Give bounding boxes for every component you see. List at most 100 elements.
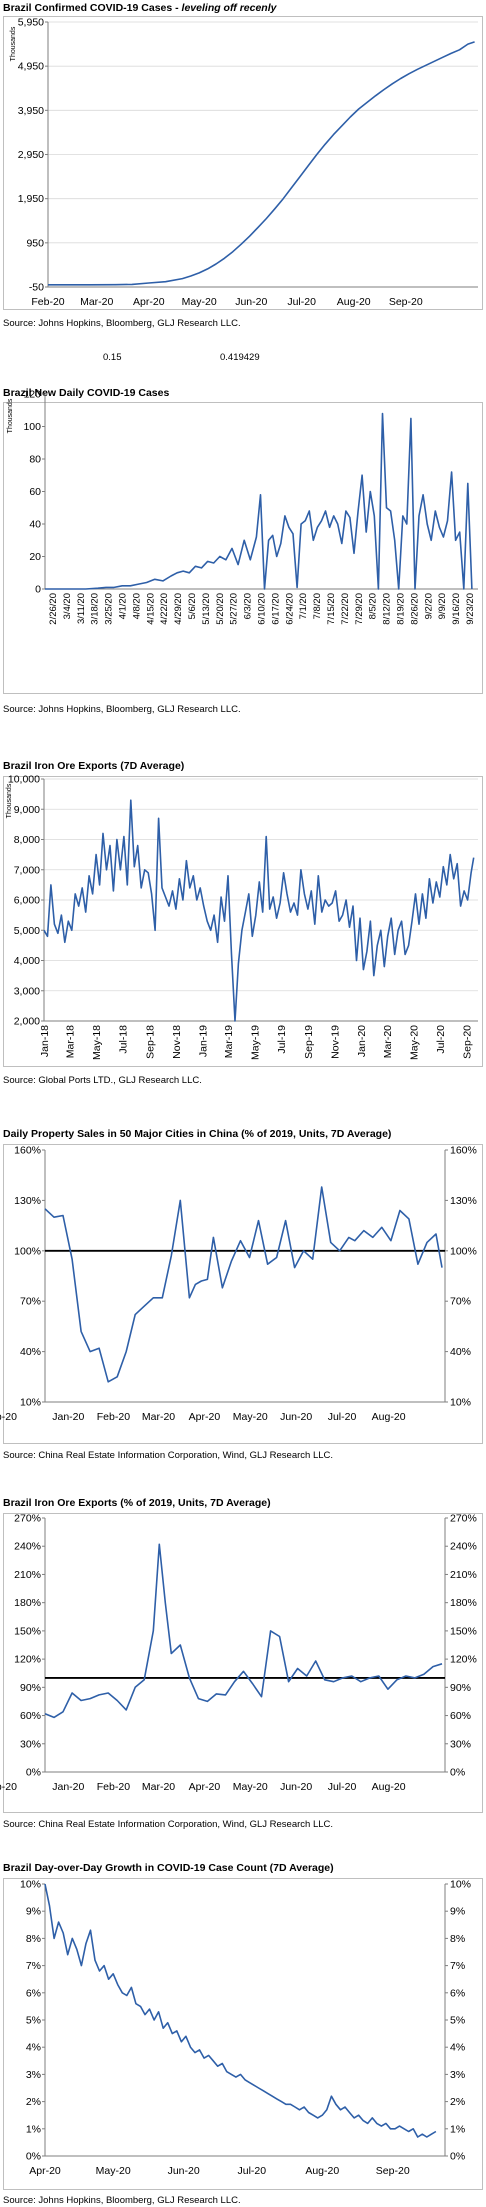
c5-ytick-label-right-9: 270% [450,1513,477,1525]
c2-xtick-label-21: 7/22/20 [340,593,351,625]
c2-xtick-label-27: 9/2/20 [423,593,434,619]
c3-xtick-label-14: May-20 [408,1025,420,1060]
c4-ytick-label-right-1: 40% [450,1346,471,1358]
c2-xtick-label-16: 6/17/20 [270,593,281,625]
c5-xtick-label-1: Feb-20 [97,1781,130,1793]
c6-ytick-label-right-6: 6% [450,1987,465,1999]
c6-ytick-label-7: 7% [26,1960,41,1972]
c2-xtick-label-25: 8/19/20 [396,593,407,625]
c3-ytick-label-3: 5,000 [14,925,40,937]
c2-xtick-label-8: 4/22/20 [159,593,170,625]
chart-5-iron-ore-pct: Brazil Iron Ore Exports (% of 2019, Unit… [0,1497,486,1837]
c3-xtick-label-5: Nov-18 [171,1025,183,1059]
c6-ytick-label-10: 10% [20,1879,41,1891]
c2-xtick-label-3: 3/18/20 [90,593,101,625]
c2-xtick-label-20: 7/15/20 [326,593,337,625]
c3-ytick-label-5: 7,000 [14,864,40,876]
c6-ytick-label-right-2: 2% [450,2096,465,2108]
c4-ytick-label-right-0: 10% [450,1397,471,1409]
chart-6-frame [3,1878,483,2190]
c4-ytick-label-2: 70% [20,1296,41,1308]
c2-xtick-label-6: 4/8/20 [131,593,142,619]
c4-ytick-label-right-3: 100% [450,1245,477,1257]
c3-ytick-label-0: 2,000 [14,1016,40,1028]
c5-series-line-0 [44,1543,443,1719]
c3-ytick-label-7: 9,000 [14,804,40,816]
c3-xtick-label-2: May-18 [91,1025,103,1060]
c4-ytick-label-4: 130% [14,1195,41,1207]
c2-xtick-label-1: 3/4/20 [62,593,73,619]
c4-ytick-label-right-4: 130% [450,1195,477,1207]
c2-xtick-label-15: 6/10/20 [257,593,268,625]
c2-y-axis-label: Thousands [7,398,14,433]
c1-xtick-label-0: Feb-20 [31,296,64,308]
c3-xtick-label-13: Mar-20 [382,1025,394,1058]
c5-ytick-label-right-8: 240% [450,1541,477,1553]
c6-ytick-label-right-8: 8% [450,1933,465,1945]
c5-ytick-label-2: 60% [20,1710,41,1722]
c5-ytick-label-right-6: 180% [450,1597,477,1609]
chart-1-frame [3,16,483,310]
c6-ytick-label-6: 6% [26,1987,41,1999]
chart-5-frame [3,1513,483,1813]
c3-xtick-label-0: Jan-18 [39,1025,51,1057]
chart-3-title: Brazil Iron Ore Exports (7D Average) [3,760,185,772]
c1-xtick-label-5: Jul-20 [287,296,316,308]
c6-ytick-label-right-0: 0% [450,2151,465,2163]
c2-ytick-label-2: 40 [29,519,41,531]
c3-xtick-label-4: Sep-18 [144,1025,156,1059]
c6-ytick-label-8: 8% [26,1933,41,1945]
c4-xtick-label-4: May-20 [233,1411,268,1423]
c4-ytick-label-right-2: 70% [450,1296,471,1308]
c2-xtick-label-11: 5/13/20 [201,593,212,625]
c1-ytick-label-1: 950 [26,237,44,249]
c6-series-line-0 [44,1883,437,2138]
c6-xtick-label-4: Aug-20 [305,2165,339,2177]
c6-ytick-label-right-1: 1% [450,2123,465,2135]
c5-xtick-label-8: Sep-20 [0,1781,17,1793]
chart-1-title-emphasis: leveling off recenly [181,2,277,14]
c1-xtick-label-2: Apr-20 [133,296,165,308]
chart-3-source: Source: Global Ports LTD., GLJ Research … [3,1075,202,1086]
c5-ytick-label-1: 30% [20,1738,41,1750]
c3-ytick-label-1: 3,000 [14,985,40,997]
c1-ytick-label-4: 3,950 [18,105,44,117]
c5-xtick-label-3: Apr-20 [189,1781,221,1793]
c3-ytick-label-6: 8,000 [14,834,40,846]
c4-ytick-label-5: 160% [14,1145,41,1157]
chart-5-plot: 0% 0% 30% 30% 60% 60% 90% 90% 120% 120% 150% 150% 18… [0,1513,477,1794]
chart-1-confirmed-cases: Brazil Confirmed COVID-19 Cases - leveli… [0,0,486,345]
c4-xtick-label-0: Jan-20 [52,1411,84,1423]
chart-6-title: Brazil Day-over-Day Growth in COVID-19 C… [3,1862,334,1874]
c1-y-axis-label: Thousands [10,26,17,61]
c6-ytick-label-right-3: 3% [450,2069,465,2081]
c6-ytick-label-right-4: 4% [450,2042,465,2054]
chart-6-plot: 0% 0% 1% 1% 2% 2% 3% 3% 4% 4% 5% 5% 6% 6% 7% 7% 8% 8% 9% 9%… [20,1879,471,2178]
chart-1-plot: -50 950 1,950 2,950 3,950 4,950 5,950Thousands… [10,17,478,308]
chart-2-new-daily-cases: Brazil New Daily COVID-19 Cases 0 20 40 60 8… [0,385,486,720]
chart-2-frame [3,402,483,694]
chart-3-plot: 2,000 3,000 4,000 5,000 6,000 7,000 8,000 9,000… [6,774,478,1060]
c5-ytick-label-right-2: 60% [450,1710,471,1722]
c6-ytick-label-right-10: 10% [450,1879,471,1891]
c6-ytick-label-5: 5% [26,2015,41,2027]
c1-ytick-label-3: 2,950 [18,149,44,161]
c5-ytick-label-right-0: 0% [450,1767,465,1779]
c5-ytick-label-right-4: 120% [450,1654,477,1666]
c2-xtick-label-19: 7/8/20 [312,593,323,619]
c3-xtick-label-11: Nov-19 [329,1025,341,1059]
c1-xtick-label-6: Aug-20 [337,296,371,308]
chart-4-source: Source: China Real Estate Information Co… [3,1450,334,1461]
chart-4-title: Daily Property Sales in 50 Major Cities … [3,1128,392,1140]
c5-xtick-label-2: Mar-20 [142,1781,175,1793]
c2-xtick-label-7: 4/15/20 [145,593,156,625]
c6-ytick-label-right-9: 9% [450,1906,465,1918]
c6-ytick-label-2: 2% [26,2096,41,2108]
c3-xtick-label-1: Mar-18 [65,1025,77,1058]
c5-ytick-label-right-5: 150% [450,1625,477,1637]
c1-xtick-label-1: Mar-20 [80,296,113,308]
c1-xtick-label-4: Jun-20 [235,296,267,308]
c3-xtick-label-3: Jul-18 [118,1025,130,1054]
c4-xtick-label-2: Mar-20 [142,1411,175,1423]
